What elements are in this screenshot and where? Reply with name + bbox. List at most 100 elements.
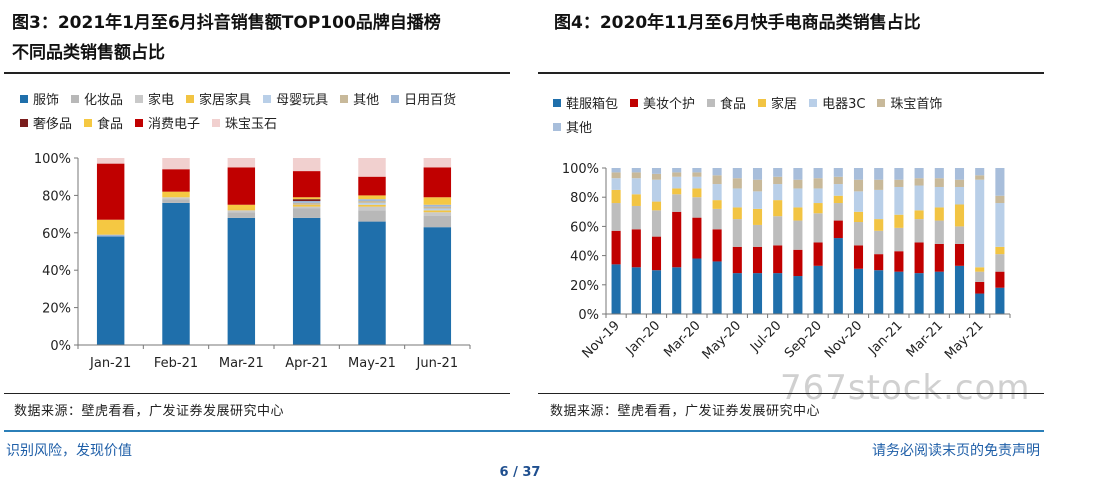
legend-item: 其他	[553, 117, 592, 141]
legend-swatch	[20, 95, 28, 103]
legend-item: 化妆品	[71, 89, 123, 113]
legend-item: 食品	[84, 113, 123, 137]
bar-segment	[793, 276, 803, 314]
legend-swatch	[263, 95, 272, 103]
bar-segment	[914, 273, 924, 314]
legend-label: 鞋服箱包	[566, 97, 619, 112]
bar-segment	[773, 168, 783, 177]
bar-segment	[358, 201, 386, 203]
bar-segment	[934, 168, 944, 179]
bar-segment	[611, 168, 621, 173]
legend-swatch	[340, 95, 349, 103]
bar-segment	[358, 199, 386, 202]
x-tick-label: Jan-21	[865, 318, 906, 359]
bar-segment	[631, 168, 641, 173]
bar-segment	[975, 281, 985, 294]
bar-segment	[975, 271, 985, 282]
bar-segment	[358, 204, 386, 207]
bar-segment	[773, 216, 783, 246]
chart2-title-rule	[538, 72, 1044, 74]
bar-segment	[423, 227, 452, 345]
bar-segment	[651, 173, 662, 180]
bar-segment	[934, 243, 944, 272]
page-number: 6 / 37	[499, 465, 541, 480]
bar-segment	[833, 203, 843, 221]
legend-label: 母婴玩具	[276, 93, 329, 108]
x-tick-label: Mar-20	[661, 318, 703, 360]
x-tick-label: Mar-21	[904, 318, 946, 360]
footer-rule	[4, 430, 1044, 432]
bar-segment	[894, 186, 904, 215]
bar-segment	[227, 212, 256, 218]
bar-segment	[651, 236, 662, 271]
bar-segment	[975, 293, 985, 314]
bar-segment	[692, 258, 702, 314]
bar-segment	[292, 204, 321, 207]
bar-segment	[423, 215, 452, 228]
bar-segment	[651, 179, 662, 202]
x-tick-label: Mar-21	[219, 356, 264, 371]
legend-swatch	[758, 99, 767, 107]
bar-segment	[672, 172, 682, 177]
bar-segment	[874, 230, 884, 255]
y-tick-label: 0%	[50, 339, 71, 354]
chart2-svg: 0%20%40%60%80%100%Nov-19 Jan-20Mar-20May-…	[562, 162, 1011, 363]
bar-segment	[96, 163, 125, 220]
legend-swatch	[553, 99, 561, 107]
bar-segment	[813, 213, 823, 243]
legend-item: 日用百货	[391, 89, 456, 113]
legend-label: 食品	[97, 117, 124, 132]
x-tick-label: May-21	[942, 318, 986, 362]
legend-item: 家居家具	[186, 89, 251, 113]
bar-segment	[227, 210, 256, 213]
chart1-legend: 服饰 化妆品 家电 家居家具 母婴玩具 其他 日用百货奢侈品 食品 消费电子 珠宝玉石	[20, 89, 500, 137]
legend-swatch	[630, 99, 639, 107]
chart1-source-rule	[4, 393, 510, 394]
legend-item: 鞋服箱包	[553, 93, 618, 117]
legend-item: 家电	[135, 89, 174, 113]
bar-segment	[934, 207, 944, 221]
bar-segment	[712, 208, 722, 230]
bar-segment	[793, 188, 803, 208]
bar-segment	[914, 178, 924, 186]
bar-segment	[793, 220, 803, 250]
bar-segment	[611, 230, 621, 265]
bar-segment	[995, 254, 1005, 272]
bar-segment	[793, 249, 803, 277]
bar-segment	[732, 207, 742, 220]
bar-segment	[692, 197, 702, 218]
bar-segment	[712, 261, 722, 314]
y-tick-label: 80%	[42, 189, 71, 204]
legend-label: 服饰	[33, 93, 60, 108]
bar-segment	[894, 179, 904, 187]
bar-segment	[975, 175, 985, 180]
bar-segment	[292, 208, 321, 218]
x-tick-label: Apr-21	[285, 356, 328, 371]
bar-segment	[732, 246, 742, 274]
legend-label: 家居	[771, 97, 798, 112]
bar-segment	[813, 203, 823, 214]
bar-segment	[833, 168, 843, 177]
x-tick-label: Feb-21	[154, 356, 198, 371]
bar-segment	[692, 217, 702, 259]
chart1-title-line2: 不同品类销售额占比	[12, 43, 165, 63]
legend-item: 消费电子	[135, 113, 200, 137]
bar-segment	[712, 184, 722, 201]
bar-segment	[914, 219, 924, 243]
legend-swatch	[212, 119, 221, 127]
legend-item: 珠宝玉石	[212, 113, 277, 137]
y-tick-label: 20%	[570, 279, 599, 294]
bar-segment	[954, 204, 965, 227]
bar-segment	[914, 242, 924, 274]
x-tick-label: Jul-20	[747, 318, 784, 355]
bar-segment	[853, 168, 864, 180]
legend-label: 日用百货	[404, 93, 457, 108]
bar-segment	[995, 271, 1005, 288]
bar-segment	[96, 236, 125, 345]
bar-segment	[914, 168, 924, 179]
legend-item: 其他	[340, 89, 379, 113]
legend-item: 食品	[707, 93, 746, 117]
legend-label: 珠宝首饰	[890, 97, 943, 112]
bar-segment	[874, 270, 884, 314]
bar-segment	[611, 172, 621, 179]
